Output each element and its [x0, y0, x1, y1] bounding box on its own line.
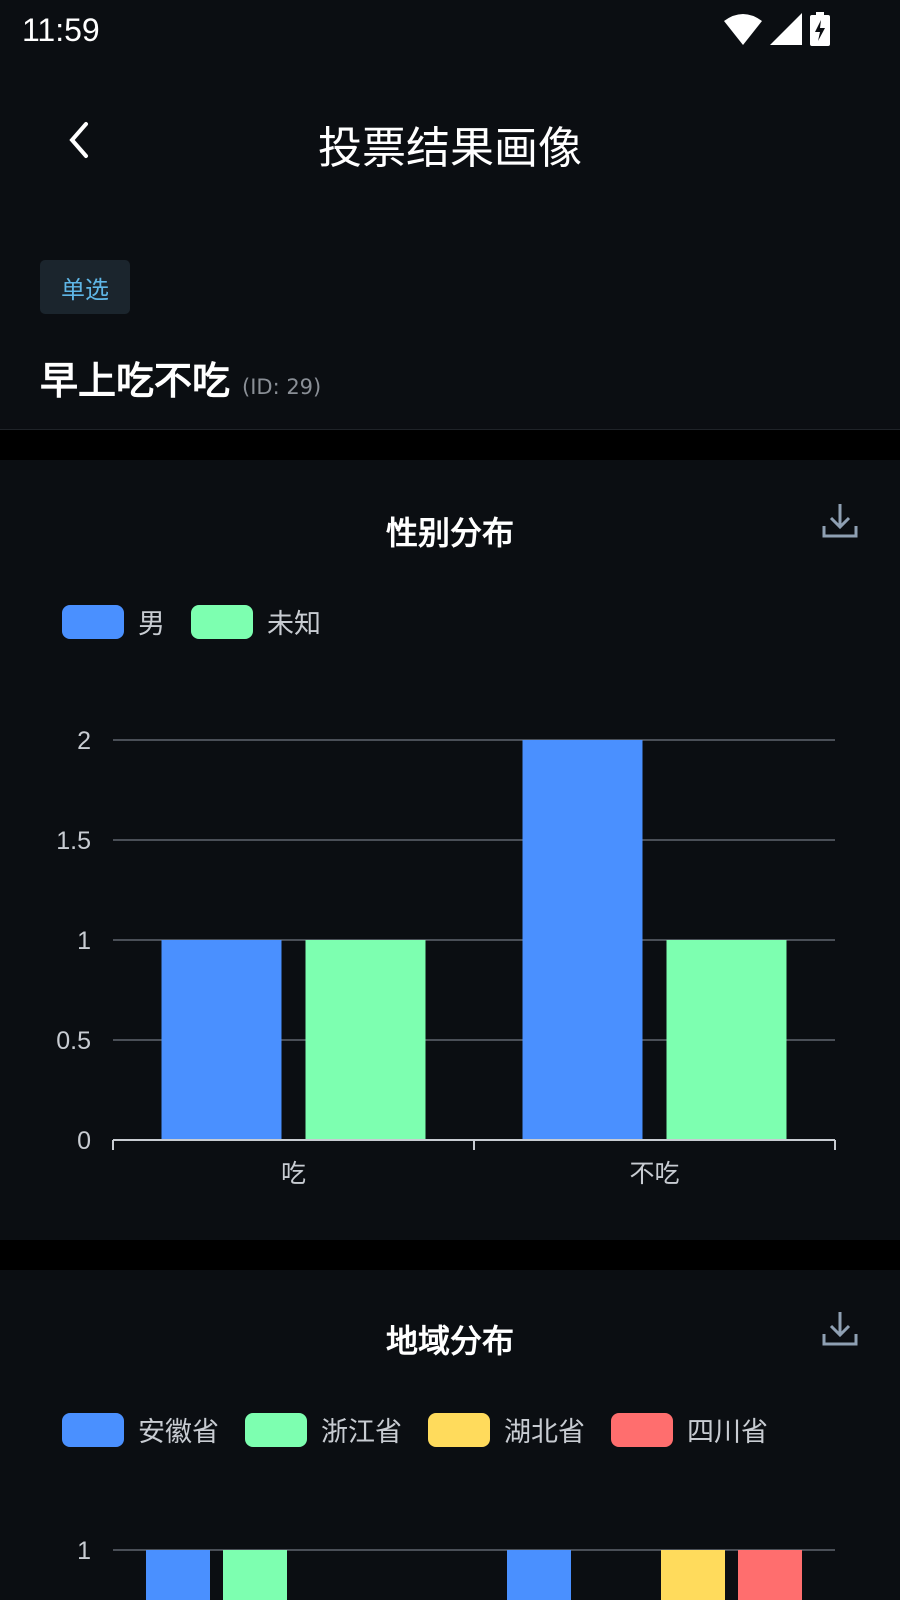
back-button[interactable]: [60, 115, 100, 165]
legend-item[interactable]: 浙江省: [245, 1410, 402, 1449]
legend-label: 浙江省: [321, 1417, 402, 1448]
x-tick-label: 不吃: [629, 1160, 679, 1188]
legend-label: 男: [138, 609, 165, 640]
chart-title-region: 地域分布: [385, 1322, 514, 1360]
status-time: 11:59: [22, 12, 100, 48]
legend-region: 安徽省 浙江省 湖北省 四川省: [62, 1410, 794, 1449]
y-tick-label: 1: [77, 927, 91, 955]
download-button[interactable]: [820, 500, 860, 540]
download-button[interactable]: [820, 1308, 860, 1348]
legend-swatch: [428, 1412, 490, 1447]
battery-charging-icon: [810, 12, 830, 46]
question-id: (ID: 29): [242, 375, 322, 399]
legend-item[interactable]: 湖北省: [428, 1410, 585, 1449]
y-tick-label: 0: [77, 1127, 91, 1155]
legend-swatch: [62, 1412, 124, 1447]
bar: [522, 740, 643, 1140]
legend-swatch: [191, 604, 253, 639]
y-tick-label: 0.5: [56, 1027, 91, 1055]
y-tick-label: 2: [77, 727, 91, 755]
question-heading: 早上吃不吃 (ID: 29): [40, 350, 321, 405]
y-tick-label: 1.5: [56, 827, 91, 855]
bar: [223, 1550, 287, 1600]
legend-item[interactable]: 男: [62, 602, 165, 641]
section-gap: [0, 1240, 900, 1270]
chevron-left-icon: [69, 122, 88, 158]
status-icons: [724, 12, 830, 46]
bar: [738, 1550, 802, 1600]
bar: [661, 1550, 725, 1600]
chart-title-gender: 性别分布: [385, 514, 514, 552]
signal-icon: [770, 13, 802, 45]
bar: [507, 1550, 571, 1600]
wifi-icon: [724, 14, 762, 45]
download-icon: [822, 1312, 858, 1346]
bar: [161, 940, 282, 1140]
legend-swatch: [245, 1412, 307, 1447]
bar: [666, 940, 787, 1140]
x-tick-label: 吃: [281, 1160, 306, 1188]
bar: [305, 940, 426, 1140]
legend-swatch: [62, 604, 124, 639]
download-icon: [822, 504, 858, 538]
page-title: 投票结果画像: [318, 123, 582, 174]
question-title: 早上吃不吃: [40, 359, 231, 403]
legend-item[interactable]: 未知: [191, 602, 321, 641]
legend-label: 四川省: [687, 1417, 768, 1448]
y-tick-label: 1: [77, 1537, 91, 1565]
bar: [146, 1550, 210, 1600]
legend-label: 安徽省: [138, 1417, 219, 1448]
question-type-tag: 单选: [40, 260, 130, 314]
legend-gender: 男 未知: [62, 602, 347, 641]
legend-item[interactable]: 安徽省: [62, 1410, 219, 1449]
legend-label: 未知: [267, 609, 321, 640]
legend-item[interactable]: 四川省: [611, 1410, 768, 1449]
legend-label: 湖北省: [504, 1417, 585, 1448]
legend-swatch: [611, 1412, 673, 1447]
divider: [0, 429, 900, 430]
section-gap: [0, 430, 900, 460]
